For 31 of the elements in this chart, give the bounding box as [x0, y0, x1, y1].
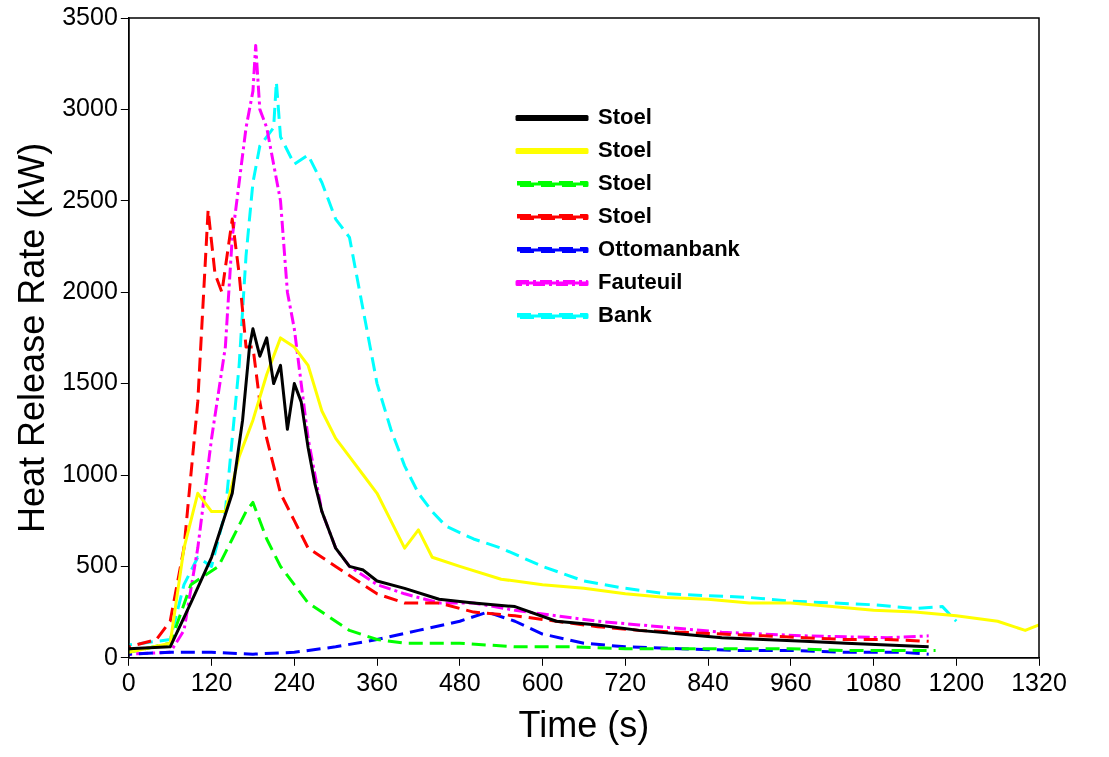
- x-tick-label: 120: [190, 667, 233, 696]
- x-tick-label: 480: [438, 667, 481, 696]
- x-tick-label: 720: [604, 667, 647, 696]
- y-axis-title: Heat Release Rate (kW): [10, 142, 52, 533]
- x-tick-label: 240: [273, 667, 316, 696]
- y-tick-label: 3500: [62, 1, 118, 30]
- line-series: [128, 208, 931, 649]
- x-tick-label: 1200: [928, 667, 985, 696]
- legend-label: Stoel: [598, 104, 652, 130]
- legend-label: Bank: [598, 302, 653, 328]
- x-axis-title: Time (s): [518, 704, 650, 746]
- y-tick-label: 0: [103, 641, 118, 670]
- x-tick-label: 1080: [845, 667, 902, 696]
- x-tick-label: 840: [687, 667, 729, 696]
- legend-label: Stoel: [598, 137, 652, 163]
- legend-label: Ottomanbank: [598, 236, 741, 262]
- x-tick-label: 360: [356, 667, 398, 696]
- legend-label: Stoel: [598, 203, 652, 229]
- y-tick-label: 2500: [62, 184, 118, 213]
- x-tick-label: 960: [769, 667, 812, 696]
- x-tick-label: 0: [121, 667, 136, 696]
- y-tick-label: 2000: [62, 276, 118, 305]
- legend-label: Stoel: [598, 170, 652, 196]
- y-tick-label: 500: [76, 550, 118, 579]
- y-tick-label: 3000: [62, 93, 118, 122]
- legend-label: Fauteuil: [598, 269, 683, 295]
- x-tick-label: 600: [521, 667, 564, 696]
- y-tick-label: 1500: [62, 367, 118, 396]
- line-series: [128, 610, 931, 656]
- x-tick-label: 1320: [1011, 667, 1067, 696]
- y-tick-label: 1000: [62, 458, 118, 487]
